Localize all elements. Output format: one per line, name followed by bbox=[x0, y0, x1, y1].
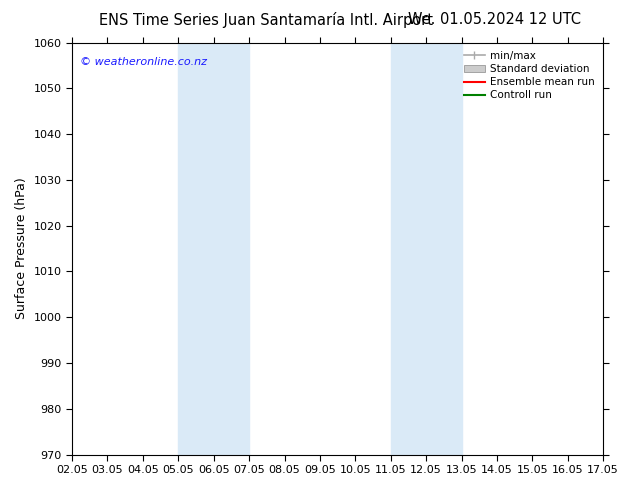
Text: We. 01.05.2024 12 UTC: We. 01.05.2024 12 UTC bbox=[408, 12, 581, 27]
Y-axis label: Surface Pressure (hPa): Surface Pressure (hPa) bbox=[15, 178, 28, 319]
Text: ENS Time Series Juan Santamaría Intl. Airport: ENS Time Series Juan Santamaría Intl. Ai… bbox=[100, 12, 433, 28]
Text: © weatheronline.co.nz: © weatheronline.co.nz bbox=[80, 57, 207, 67]
Bar bbox=[178, 43, 249, 455]
Bar bbox=[391, 43, 462, 455]
Legend: min/max, Standard deviation, Ensemble mean run, Controll run: min/max, Standard deviation, Ensemble me… bbox=[461, 48, 598, 103]
